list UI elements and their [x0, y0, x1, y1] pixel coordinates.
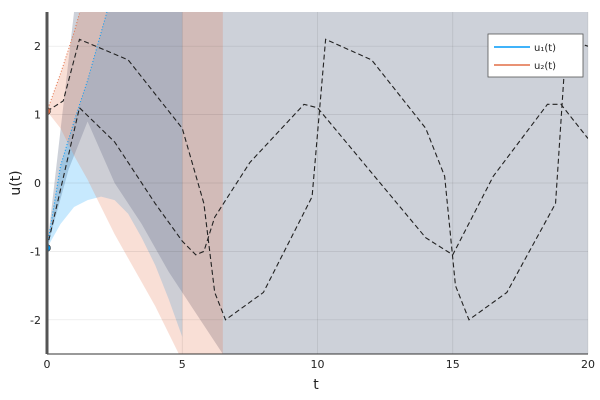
x-tick-label: 5 — [179, 358, 186, 371]
x-tick-label: 0 — [44, 358, 51, 371]
y-tick-label: 2 — [34, 40, 41, 53]
tick-label-layer: 0 5 10 15 20 -2 -1 0 1 2 — [30, 40, 595, 371]
y-axis-title: u(t) — [8, 170, 24, 195]
y-tick-label: 0 — [34, 177, 41, 190]
y-tick-label: 1 — [34, 109, 41, 122]
reach-band-u1 — [47, 12, 183, 337]
x-tick-label: 20 — [581, 358, 595, 371]
x-axis-title: t — [313, 377, 319, 393]
legend-label-u2: u₂(t) — [534, 61, 556, 72]
reach-band-layer — [47, 12, 588, 354]
axis-layer — [45, 12, 588, 355]
bound-ray-u1 — [47, 12, 108, 249]
series-line-u2 — [47, 38, 588, 321]
series-line-u1 — [47, 103, 588, 256]
overlap-region — [47, 12, 588, 354]
legend: u₁(t) u₂(t) — [487, 33, 584, 78]
reach-band-u2 — [47, 12, 223, 354]
x-tick-label: 10 — [311, 358, 325, 371]
y-tick-label: -1 — [30, 245, 41, 258]
legend-label-u1: u₁(t) — [534, 43, 556, 54]
x-tick-label: 15 — [446, 358, 460, 371]
y-tick-label: -2 — [30, 314, 41, 327]
legend-box — [487, 33, 584, 78]
